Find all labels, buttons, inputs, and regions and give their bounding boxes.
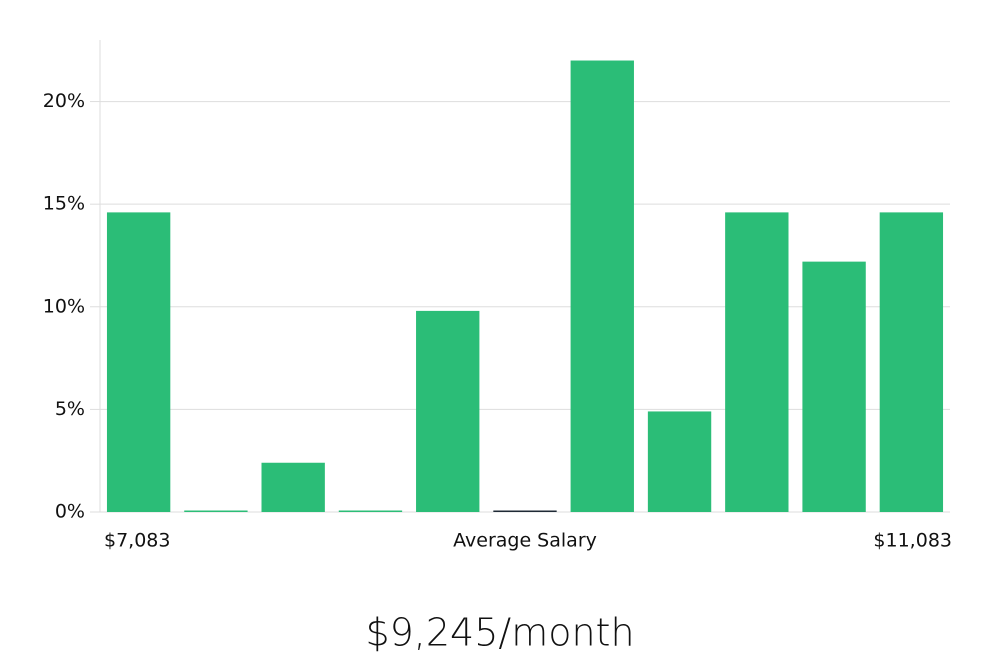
x-axis-label: Average Salary xyxy=(453,530,597,552)
bar xyxy=(338,510,403,512)
x-max-label: $11,083 xyxy=(873,530,952,552)
y-tick-label: 5% xyxy=(55,398,85,420)
bar xyxy=(647,411,712,512)
bar xyxy=(493,510,557,512)
x-min-label: $7,083 xyxy=(104,530,170,552)
bar xyxy=(416,310,480,512)
bar xyxy=(261,462,325,512)
y-tick-label: 20% xyxy=(43,90,85,112)
bar xyxy=(879,212,944,512)
bar xyxy=(570,60,634,513)
bar xyxy=(802,261,866,512)
y-tick-label: 10% xyxy=(43,295,85,317)
bar xyxy=(725,212,789,512)
bar xyxy=(184,510,248,512)
footer: $9,245/month xyxy=(365,611,634,655)
y-tick-label: 15% xyxy=(43,193,85,215)
bar xyxy=(106,212,171,512)
y-tick-label: 0% xyxy=(55,501,85,523)
